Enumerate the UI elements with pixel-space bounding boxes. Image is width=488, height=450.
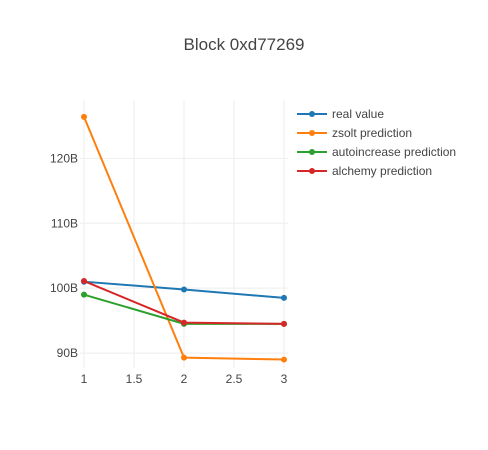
x-tick-label: 1 — [81, 372, 88, 386]
grid — [80, 100, 288, 368]
legend-label: real value — [332, 107, 384, 121]
chart-title: Block 0xd77269 — [184, 35, 305, 54]
x-tick-label: 3 — [281, 372, 288, 386]
data-point[interactable] — [81, 291, 87, 298]
legend-label: alchemy prediction — [332, 164, 432, 178]
data-point[interactable] — [181, 319, 187, 326]
series-group — [81, 113, 287, 363]
x-tick-label: 2 — [181, 372, 188, 386]
data-point[interactable] — [81, 113, 87, 120]
x-tick-label: 2.5 — [226, 372, 243, 386]
legend-label: zsolt prediction — [332, 126, 412, 140]
y-tick-label: 100B — [50, 281, 78, 295]
y-axis-ticks: 90B 100B 110B 120B — [50, 151, 78, 360]
data-point[interactable] — [281, 320, 287, 327]
legend-item[interactable]: autoincrease prediction — [297, 145, 456, 159]
y-tick-label: 120B — [50, 151, 78, 165]
data-point[interactable] — [181, 286, 187, 293]
data-point[interactable] — [181, 354, 187, 361]
legend-marker-icon — [309, 111, 315, 117]
legend-label: autoincrease prediction — [332, 145, 456, 159]
legend-item[interactable]: alchemy prediction — [297, 164, 432, 178]
legend-item[interactable]: zsolt prediction — [297, 126, 412, 140]
data-point[interactable] — [281, 356, 287, 363]
x-tick-label: 1.5 — [126, 372, 143, 386]
x-axis-ticks: 1 1.5 2 2.5 3 — [81, 372, 288, 386]
y-tick-label: 90B — [57, 346, 78, 360]
legend-marker-icon — [309, 130, 315, 136]
legend[interactable]: real value zsolt prediction autoincrease p… — [297, 107, 456, 178]
data-point[interactable] — [281, 294, 287, 301]
legend-item[interactable]: real value — [297, 107, 384, 121]
legend-marker-icon — [309, 149, 315, 155]
data-point[interactable] — [81, 278, 87, 285]
legend-marker-icon — [309, 168, 315, 174]
y-tick-label: 110B — [51, 216, 78, 230]
